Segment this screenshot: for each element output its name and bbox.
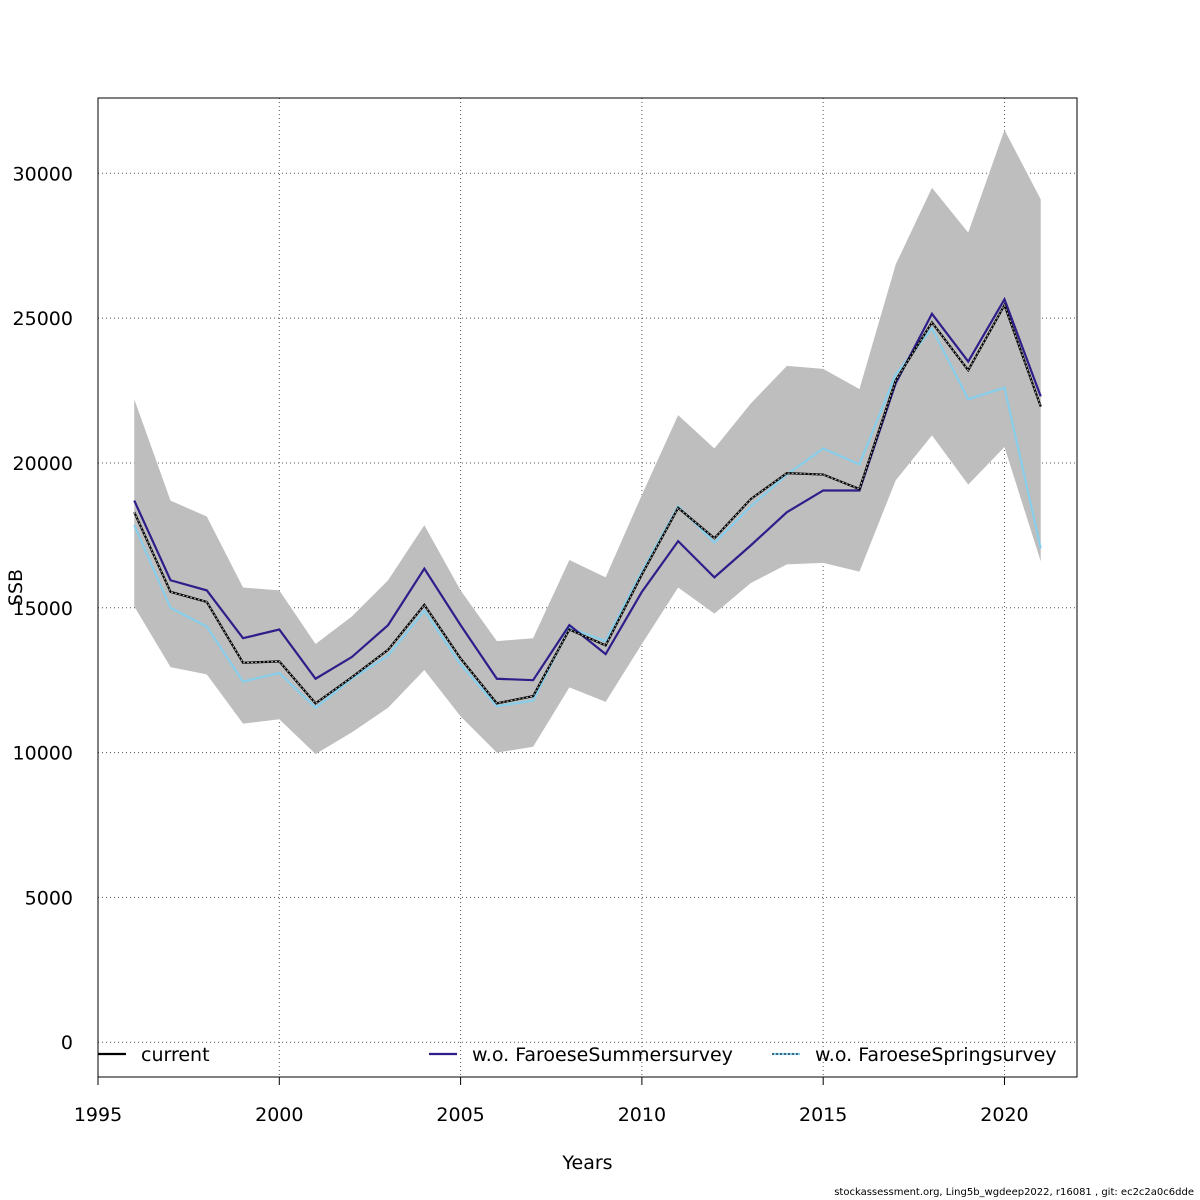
plot-frame [97, 97, 1078, 1078]
series-lines [133, 296, 1042, 710]
confidence-band-area [134, 129, 1041, 755]
legend: current w.o. FaroeseSummersurvey w.o. Faro… [98, 1044, 1057, 1066]
series-line-w-o-faroesespringsurvey [133, 326, 1042, 710]
y-tick-label: 10000 [13, 743, 73, 765]
x-tick-label: 2005 [436, 1104, 484, 1126]
confidence-band [134, 129, 1041, 755]
y-tick-label: 0 [61, 1032, 73, 1054]
legend-label-w-o-faroesespringsurvey: w.o. FaroeseSpringsurvey [815, 1044, 1057, 1066]
y-tick-label: 30000 [13, 163, 73, 185]
x-tick-label: 2010 [618, 1104, 666, 1126]
x-tick-label: 2000 [255, 1104, 303, 1126]
series-line-overlay-current [133, 303, 1042, 705]
legend-label-current: current [141, 1044, 210, 1066]
x-tick-label: 2015 [799, 1104, 847, 1126]
x-tick-label: 2020 [980, 1104, 1028, 1126]
footer-credit: stockassessment.org, Ling5b_wgdeep2022, … [834, 1187, 1194, 1198]
y-tick-label: 20000 [13, 453, 73, 475]
legend-label-w-o-faroesesummersurvey: w.o. FaroeseSummersurvey [472, 1044, 733, 1066]
y-tick-label: 5000 [25, 887, 73, 909]
y-tick-label: 25000 [13, 308, 73, 330]
y-axis-title: SSB [5, 569, 27, 606]
x-axis-title: Years [561, 1152, 612, 1174]
x-tick-label: 1995 [74, 1104, 122, 1126]
y-tick-label: 15000 [13, 598, 73, 620]
axes: 1995 2000 2005 2010 2015 2020 0 5000 10000 15000 2… [13, 163, 1029, 1126]
